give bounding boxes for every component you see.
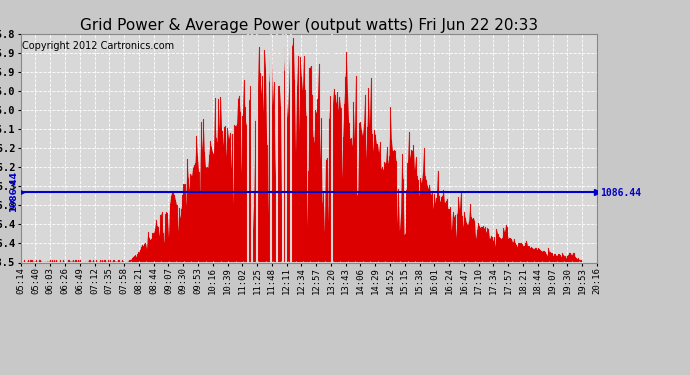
Text: Copyright 2012 Cartronics.com: Copyright 2012 Cartronics.com [22, 40, 174, 51]
Text: 1086.44: 1086.44 [9, 171, 18, 213]
Title: Grid Power & Average Power (output watts) Fri Jun 22 20:33: Grid Power & Average Power (output watts… [80, 18, 538, 33]
